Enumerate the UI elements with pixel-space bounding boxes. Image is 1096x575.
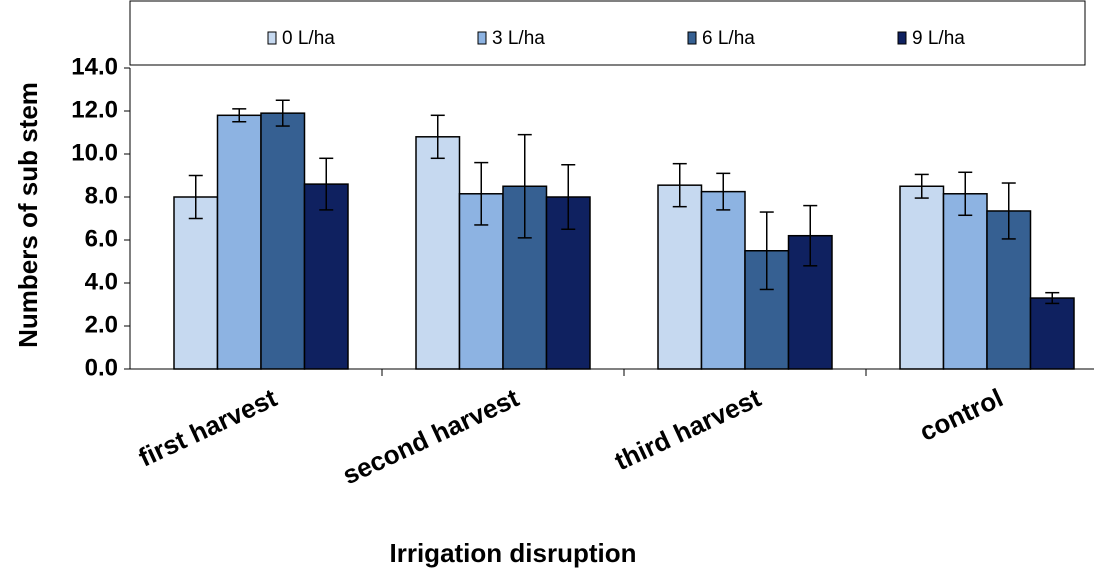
error-bar <box>1045 291 1060 305</box>
bar <box>899 185 945 370</box>
legend-swatch <box>477 31 487 45</box>
y-tick-label: 8.0 <box>85 182 118 209</box>
error-bar <box>1001 182 1016 240</box>
legend-label: 0 L/ha <box>282 28 335 49</box>
error-bar <box>232 108 247 123</box>
x-tick-label: second harvest <box>338 382 524 490</box>
y-tick-label: 10.0 <box>71 139 118 166</box>
bar <box>216 114 262 370</box>
bar <box>415 136 461 370</box>
legend-label: 9 L/ha <box>912 28 965 49</box>
legend-label: 6 L/ha <box>702 28 755 49</box>
x-tick-label: control <box>915 382 1008 446</box>
error-bar <box>319 157 334 211</box>
error-bar <box>474 161 489 226</box>
error-bar <box>430 114 445 160</box>
y-tick-label: 12.0 <box>71 96 118 123</box>
legend-swatch <box>687 31 697 45</box>
legend-label: 3 L/ha <box>492 28 545 49</box>
y-tick-label: 6.0 <box>85 225 118 252</box>
bar <box>260 112 306 370</box>
bar <box>173 196 219 370</box>
error-bar <box>716 172 731 211</box>
error-bar <box>914 173 929 199</box>
x-tick-label: first harvest <box>134 382 282 472</box>
error-bar <box>672 162 687 208</box>
legend-swatch <box>897 31 907 45</box>
legend-swatch <box>267 31 277 45</box>
error-bar <box>803 204 818 267</box>
y-axis-title: Numbers of sub stem <box>13 82 43 348</box>
bar <box>303 183 349 370</box>
legend-box <box>129 0 1086 66</box>
bar <box>1029 297 1075 370</box>
y-tick-label: 0.0 <box>85 354 118 381</box>
x-tick-label: third harvest <box>610 382 766 476</box>
y-tick-label: 4.0 <box>85 268 118 295</box>
error-bar <box>958 171 973 217</box>
y-tick-label: 14.0 <box>71 53 118 80</box>
error-bar <box>275 99 290 127</box>
error-bar <box>517 133 532 239</box>
error-bar <box>561 164 576 230</box>
bar <box>942 193 988 370</box>
x-axis-title: Irrigation disruption <box>390 538 637 568</box>
bar <box>657 184 703 370</box>
error-bar <box>188 174 203 220</box>
error-bar <box>759 211 774 291</box>
bar <box>700 190 746 370</box>
y-tick-label: 2.0 <box>85 311 118 338</box>
